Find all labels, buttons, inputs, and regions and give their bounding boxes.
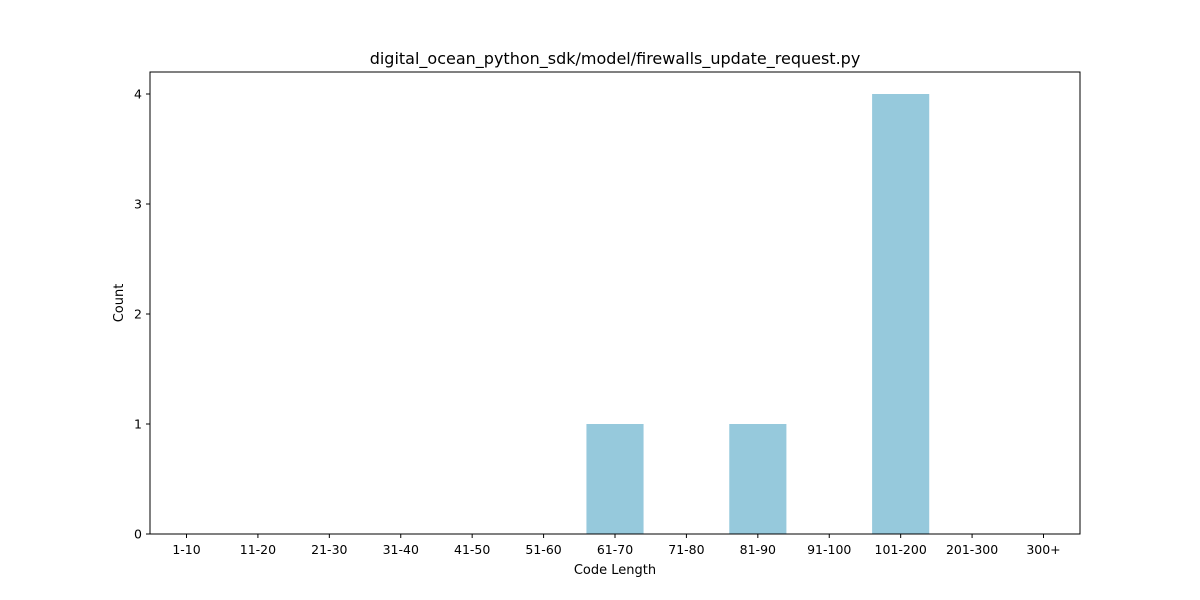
x-tick-label: 41-50 (454, 542, 490, 557)
y-axis-label: Count (112, 284, 127, 323)
x-tick-label: 300+ (1026, 542, 1060, 557)
x-tick-label: 71-80 (668, 542, 704, 557)
x-tick-label: 201-300 (946, 542, 998, 557)
y-tick-label: 1 (134, 417, 142, 432)
x-tick-label: 101-200 (875, 542, 927, 557)
bar-101-200 (872, 94, 930, 534)
x-tick-label: 61-70 (597, 542, 633, 557)
x-tick-label: 91-100 (807, 542, 851, 557)
y-tick-label: 0 (134, 527, 142, 542)
x-tick-label: 21-30 (311, 542, 347, 557)
chart-title: digital_ocean_python_sdk/model/firewalls… (370, 49, 861, 69)
x-axis-ticks: 1-10 11-20 21-30 31-40 41-50 51-60 61-70 71-80 8… (172, 534, 1061, 557)
y-tick-label: 2 (134, 307, 142, 322)
x-tick-label: 1-10 (172, 542, 200, 557)
y-tick-label: 4 (134, 87, 142, 102)
bars-group (586, 94, 930, 534)
x-tick-label: 31-40 (383, 542, 419, 557)
bar-81-90 (729, 424, 787, 534)
bar-61-70 (586, 424, 644, 534)
y-axis-ticks: 0 1 2 3 4 (134, 87, 150, 542)
x-tick-label: 51-60 (525, 542, 561, 557)
y-tick-label: 3 (134, 197, 142, 212)
x-tick-label: 81-90 (740, 542, 776, 557)
x-tick-label: 11-20 (240, 542, 276, 557)
x-axis-label: Code Length (574, 563, 656, 578)
